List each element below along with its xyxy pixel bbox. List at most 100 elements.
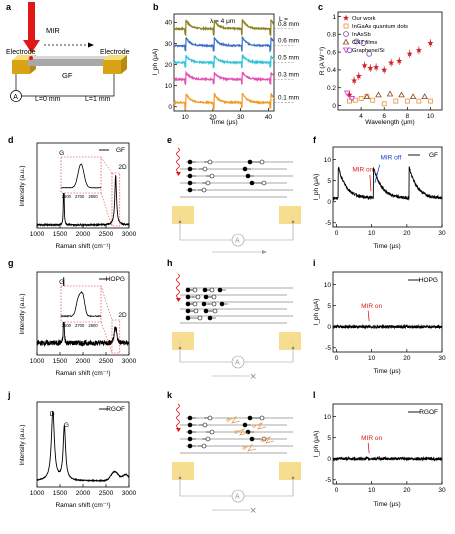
schem-k-carrier-1-0 — [187, 422, 193, 428]
schem-h-carrier-1-0 — [185, 294, 191, 300]
chart-l: Time (μs) I_ph (μA) 0 10 20 30 -5 0 5 10 RGOF MIR… — [313, 403, 446, 508]
chart-b-series-line-4 — [173, 92, 275, 111]
chart-f-annotation-on: MIR on — [352, 166, 373, 173]
schem-k-contact-right — [291, 476, 295, 480]
chart-c-ytick-label-2: 0.4 — [327, 67, 336, 74]
schem-e-mir-wave-head — [176, 172, 181, 176]
chart-c-point-0-7 — [388, 59, 395, 66]
panel-letter-l: l — [313, 390, 316, 400]
chart-c-legend-marker-4 — [342, 47, 350, 54]
sample-label: GF — [62, 71, 73, 80]
chart-j-xtick-label-4: 3000 — [122, 490, 137, 497]
schem-h-mir-wave — [176, 273, 180, 299]
panel-letter-e: e — [167, 135, 172, 145]
chart-c-legend-0: Our work — [352, 16, 376, 22]
schem-h-carrier-1-1 — [195, 294, 201, 300]
schem-k-defect-link-1 — [235, 428, 249, 436]
chart-g-inset-tick-2: 2800 — [88, 323, 98, 328]
chart-l-ytick-label-3: 10 — [324, 414, 332, 421]
schem-k-carrier-2-1 — [209, 429, 215, 435]
schem-h-carrier-4-0 — [185, 315, 191, 321]
schem-e-carrier-1-2 — [242, 166, 248, 172]
ammeter-label: A — [13, 94, 18, 101]
schem-h-carrier-3-1 — [193, 308, 199, 314]
panel-letter-b: b — [153, 2, 159, 12]
schem-e-contact-left — [178, 220, 182, 224]
laser-spot — [29, 56, 33, 60]
chart-c-legend-1: InGaAs quantum dots — [352, 24, 408, 30]
panel-letter-h: h — [167, 258, 173, 268]
chart-b-legend-title: L = — [279, 16, 288, 23]
schem-h-carrier-1-2 — [203, 294, 209, 300]
chart-c-xtick-label-1: 6 — [382, 113, 386, 120]
chart-c-point-0-10 — [415, 47, 422, 53]
chart-c-legend-4: Graphene/Si — [352, 48, 385, 54]
chart-j-ylabel: Intensity (a.u.) — [19, 424, 26, 465]
schem-e-contact-right — [291, 220, 295, 224]
chart-c-point-3-3 — [398, 91, 405, 98]
schem-k-defect-link-2 — [253, 422, 267, 430]
chart-j-legend: RGOF — [106, 406, 125, 413]
schem-k-carrier-3-1 — [205, 436, 211, 442]
chart-g-spectrum-line — [36, 277, 130, 347]
chart-c-point-1-2 — [358, 96, 364, 101]
chart-l-xtick-label-1: 10 — [368, 487, 376, 494]
schematic-h-ammeter-label: A — [235, 360, 240, 367]
schem-e-electrode-right — [279, 206, 301, 224]
chart-j-xtick-label-0: 1000 — [30, 490, 45, 497]
chart-b-ytick-label-2: 20 — [165, 62, 173, 69]
schem-k-defect-link-0 — [227, 416, 241, 424]
chart-b-legend-3: 0.3 mm — [278, 71, 299, 78]
schematic-h: A × — [172, 273, 301, 383]
schem-h-carrier-2-1 — [192, 301, 198, 307]
chart-d-peak-label-0: G — [59, 150, 64, 157]
chart-c-point-2-1 — [353, 38, 360, 45]
schematic-h-ammeter-icon — [231, 355, 245, 369]
schem-k-defect-node-3 — [260, 438, 264, 442]
schem-k-mir-wave-head — [176, 428, 181, 432]
chart-l-legend: RGOF — [419, 409, 438, 416]
chart-j-peak-label-1: G — [64, 422, 69, 429]
scan-arrow-head — [88, 42, 94, 48]
schem-k-carrier-4-1 — [201, 443, 207, 449]
schem-h-carrier-3-3 — [212, 308, 218, 314]
schem-e-carrier-2-2 — [245, 173, 251, 179]
chart-c-point-0-11 — [427, 39, 434, 46]
chart-l-xtick-label-2: 20 — [403, 487, 411, 494]
chart-c-point-0-4 — [367, 64, 374, 71]
chart-b-xlabel: Time (μs) — [210, 119, 237, 126]
chart-i-trace-line — [332, 323, 443, 330]
schematic-e: A — [172, 147, 301, 254]
schem-k-carrier-4-0 — [187, 443, 193, 449]
chart-d-xtick-label-4: 3000 — [122, 231, 137, 238]
chart-c-ytick-label-4: 0.8 — [327, 32, 336, 39]
position-left-label: L=0 mm — [35, 96, 61, 103]
chart-l-xlabel: Time (μs) — [373, 501, 400, 508]
schem-k-defect-node-4 — [242, 446, 246, 450]
electrode-right-top — [103, 55, 127, 60]
chart-l-ylabel: I_ph (μA) — [313, 431, 320, 458]
chart-c-ylabel: R (A W⁻¹) — [319, 47, 326, 75]
chart-g-peak-label-0: G — [59, 279, 64, 286]
chart-i-ytick-label-1: 0 — [327, 324, 331, 331]
chart-i-legend: HOPG — [419, 277, 438, 284]
chart-l-xtick-label-3: 30 — [438, 487, 446, 494]
chart-d-legend: GF — [116, 147, 125, 154]
chart-l-ytick-label-0: -5 — [325, 477, 331, 484]
chart-g-highlight-box — [111, 319, 121, 354]
schem-h-carrier-4-2 — [207, 315, 213, 321]
chart-d-inset-tick-0: 2600 — [62, 194, 72, 199]
schem-e-carrier-3-2 — [249, 180, 255, 186]
chart-c-point-1-1 — [352, 97, 358, 103]
electrode-right-label: Electrode — [100, 49, 130, 56]
chart-c-point-3-0 — [363, 93, 371, 100]
chart-g-xtick-label-0: 1000 — [30, 358, 45, 365]
chart-b-series-line-1 — [173, 35, 275, 54]
schematic-k-blocked-icon: × — [250, 505, 256, 517]
chart-b-xtick-label-3: 40 — [265, 114, 273, 121]
schem-e-carrier-0-1 — [207, 159, 213, 165]
schem-k-defect-node-1 — [234, 430, 238, 434]
chart-j-xlabel: Raman shift (cm⁻¹) — [55, 502, 110, 509]
chart-c-legend-marker-2 — [343, 31, 349, 37]
